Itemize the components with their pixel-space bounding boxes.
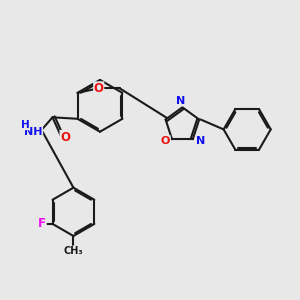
Text: NH: NH bbox=[24, 127, 43, 137]
Text: O: O bbox=[60, 130, 70, 143]
Text: F: F bbox=[38, 218, 46, 230]
Text: N: N bbox=[196, 136, 205, 146]
Text: H: H bbox=[21, 120, 29, 130]
Text: O: O bbox=[161, 136, 170, 146]
Text: N: N bbox=[176, 96, 185, 106]
Text: CH₃: CH₃ bbox=[64, 246, 83, 256]
Text: O: O bbox=[94, 82, 104, 95]
